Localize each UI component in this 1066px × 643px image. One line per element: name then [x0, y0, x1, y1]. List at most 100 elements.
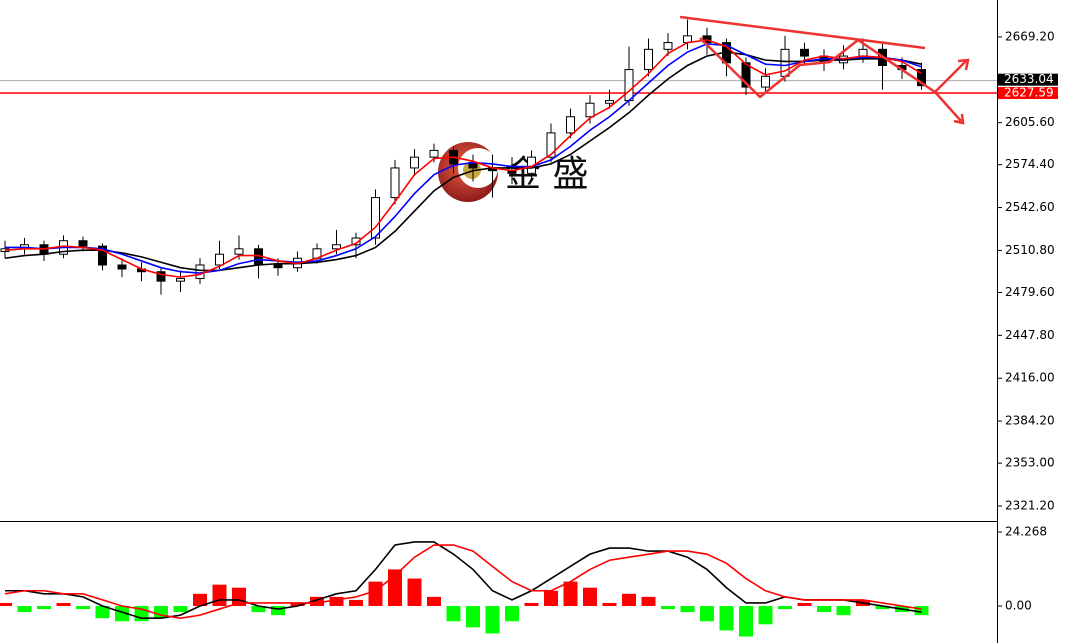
last-price-box: [998, 73, 1058, 86]
candle-body: [468, 163, 478, 169]
candle-body: [761, 75, 770, 88]
macd-bar: [193, 593, 207, 607]
candle-body: [605, 100, 614, 104]
macd-bar: [914, 606, 929, 616]
macd-bar: [680, 606, 695, 613]
candle-body: [98, 245, 107, 266]
macd-bar: [251, 606, 266, 613]
candle-body: [410, 156, 419, 169]
y-tick-label: 2416.00: [1005, 371, 1055, 385]
candle-body: [176, 277, 185, 282]
arrow-head: [957, 58, 970, 71]
macd-bar: [544, 590, 558, 607]
macd-bar: [797, 602, 812, 607]
macd-bar: [563, 581, 578, 607]
zigzag: [699, 37, 936, 99]
candle-body: [215, 253, 224, 266]
candle-body: [917, 69, 926, 87]
macd-bar: [739, 606, 753, 637]
y-tick-label: 2510.80: [1005, 243, 1055, 257]
candle-body: [78, 240, 88, 247]
y-tick-label: 2669.20: [1005, 29, 1055, 43]
plot: 2669.20 2605.60 2574.40 2542.60 2510.80 2479.…: [0, 19, 1058, 637]
macd-bar: [212, 584, 227, 607]
arrow-head: [953, 113, 965, 125]
candle-body: [351, 237, 361, 246]
candle-body: [585, 102, 595, 118]
candle-body: [546, 132, 556, 158]
macd-bar: [349, 599, 363, 607]
macd-bar: [271, 606, 285, 616]
macd-bar: [115, 606, 129, 622]
macd-bar: [817, 606, 831, 613]
macd-bar: [95, 606, 110, 619]
candle-body: [273, 264, 283, 269]
candle-body: [858, 48, 868, 57]
macd-line: [4, 544, 922, 620]
y-tick-label: 2479.60: [1005, 285, 1055, 299]
candle-body: [195, 264, 205, 279]
macd-bar: [76, 606, 90, 610]
candle-body: [429, 149, 439, 158]
candle-body: [566, 116, 575, 134]
macd-bar: [466, 606, 480, 628]
macd-bar: [310, 596, 324, 607]
level-label: 2627.59: [1004, 86, 1054, 100]
candle-body: [332, 244, 341, 250]
macd-bar: [836, 606, 851, 616]
moving-average: [5, 43, 922, 274]
macd-line: [5, 541, 922, 620]
macd-bar: [485, 606, 500, 634]
macd-bar: [329, 596, 344, 607]
y-tick-label: 2574.40: [1005, 157, 1055, 171]
macd-bar: [524, 602, 539, 607]
candle-body: [644, 48, 653, 71]
macd-bar: [719, 606, 734, 631]
level-box: [998, 87, 1058, 100]
y-tick-label: 2353.00: [1005, 456, 1055, 470]
y-tick-label: 2605.60: [1005, 115, 1055, 129]
y-tick-label: 2384.20: [1005, 414, 1055, 428]
macd-bar: [661, 606, 675, 610]
candle-body: [156, 271, 166, 282]
watermark: 金 盛: [505, 154, 588, 195]
moving-average: [4, 51, 922, 272]
macd-bar: [37, 606, 51, 610]
macd-bar: [641, 596, 656, 607]
candle-body: [371, 197, 380, 239]
macd-bar: [758, 606, 773, 625]
candle-body: [234, 248, 244, 255]
macd-bar: [56, 602, 71, 607]
y-tick-label: 2447.80: [1005, 328, 1055, 342]
macd-bar: [622, 593, 636, 607]
arrow-down: [934, 91, 962, 122]
macd-y-tick-label: 24.268: [1005, 524, 1047, 538]
y-tick-label: 2321.20: [1005, 498, 1055, 512]
macd-bar: [778, 606, 792, 610]
macd-bar: [17, 606, 32, 613]
candle-body: [800, 48, 809, 57]
macd-bar: [446, 606, 461, 622]
macd-bar: [368, 581, 383, 607]
macd-bar: [0, 602, 12, 607]
macd-bar: [583, 587, 597, 607]
macd-bar: [505, 606, 519, 622]
arrow-up: [934, 60, 967, 93]
candle-body: [390, 167, 400, 199]
candle-body: [117, 264, 127, 270]
macd-bar: [290, 602, 305, 607]
candle-body: [624, 69, 634, 102]
last-price-label: 2633.04: [1004, 72, 1054, 86]
y-tick-label: 2542.60: [1005, 200, 1055, 214]
macd-bar: [173, 606, 188, 613]
macd-bar: [427, 596, 441, 607]
macd-bar: [875, 606, 890, 610]
annotations: [679, 15, 970, 125]
macd-bar: [602, 602, 617, 607]
macd-y-tick-label: 0.00: [1005, 599, 1032, 613]
moving-average: [4, 39, 922, 278]
macd-bar: [407, 578, 422, 607]
candle-body: [741, 62, 751, 88]
